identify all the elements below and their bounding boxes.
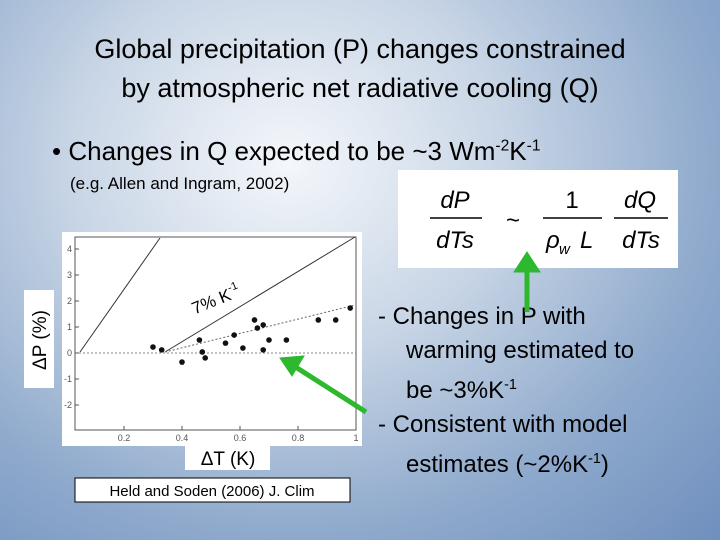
x-tick-label: 1 bbox=[353, 433, 358, 443]
formula: dP dTs ~ 1 ρ w L dQ dTs bbox=[430, 187, 668, 258]
text-run: estimates (~2%K bbox=[406, 451, 589, 478]
reference-line bbox=[164, 236, 356, 353]
y-tick-label: 3 bbox=[67, 270, 72, 280]
formula-text: ~ bbox=[506, 207, 520, 234]
formula-text: 1 bbox=[565, 187, 578, 214]
ylabel-box bbox=[24, 290, 54, 388]
plot-image bbox=[62, 232, 362, 446]
formula-text: w bbox=[559, 241, 571, 258]
superscript: -1 bbox=[504, 377, 517, 393]
point bbox=[315, 317, 322, 323]
superscript: -1 bbox=[588, 451, 601, 467]
point bbox=[251, 317, 258, 323]
source-box bbox=[74, 477, 351, 503]
reference-line bbox=[79, 237, 161, 353]
text-run: • Changes in Q expected to be ~3 Wm bbox=[52, 136, 496, 166]
citation: (e.g. Allen and Ingram, 2002) bbox=[70, 174, 290, 193]
point bbox=[150, 344, 156, 350]
arrow-head bbox=[279, 355, 305, 377]
point bbox=[202, 355, 208, 361]
xlabel-box bbox=[185, 446, 270, 470]
point bbox=[199, 349, 206, 355]
y-tick-label: -1 bbox=[64, 374, 72, 384]
formula-text: ρ bbox=[545, 227, 560, 254]
formula-text: dP bbox=[440, 187, 469, 214]
point bbox=[222, 340, 229, 346]
text-run: warming estimated to bbox=[406, 337, 635, 364]
arrow bbox=[292, 363, 368, 415]
note-line: be ~3%K-1 bbox=[378, 368, 634, 408]
point bbox=[158, 347, 165, 353]
point bbox=[260, 347, 267, 353]
point bbox=[332, 317, 339, 323]
x-tick-label: 0.2 bbox=[118, 433, 131, 443]
formula-text: dTs bbox=[622, 227, 660, 254]
bullet: • Changes in Q expected to be ~3 Wm-2K-1 bbox=[52, 136, 541, 167]
plot-frame bbox=[74, 236, 357, 431]
annotation-sup: -1 bbox=[226, 280, 240, 295]
note-line: - Changes in P with bbox=[378, 300, 634, 334]
point bbox=[231, 332, 237, 338]
arrows bbox=[279, 251, 541, 415]
point bbox=[196, 337, 203, 343]
formula-text: dTs bbox=[436, 227, 474, 254]
x-axis-label: ΔT (K) bbox=[201, 449, 256, 470]
text-run: K bbox=[509, 136, 527, 166]
notes: - Changes in P with warming estimated to b… bbox=[378, 300, 634, 482]
x-tick-label: 0.6 bbox=[234, 433, 247, 443]
title-line: by atmospheric net radiative cooling (Q) bbox=[121, 73, 599, 103]
y-tick-label: 4 bbox=[67, 244, 72, 254]
x-tick-label: 0.4 bbox=[176, 433, 189, 443]
point bbox=[179, 359, 185, 365]
y-tick-label: -2 bbox=[64, 400, 72, 410]
point bbox=[240, 345, 246, 351]
text-run: - Changes in P with bbox=[378, 303, 586, 330]
slide-title: Global precipitation (P) changes constra… bbox=[0, 30, 720, 108]
arrow-head bbox=[513, 251, 541, 273]
y-tick-label: 2 bbox=[67, 296, 72, 306]
y-tick-label: 1 bbox=[67, 322, 72, 332]
point bbox=[254, 325, 261, 331]
text-run: be ~3%K bbox=[406, 377, 505, 404]
note-line: warming estimated to bbox=[378, 334, 634, 368]
formula-text: L bbox=[580, 227, 593, 254]
superscript: -2 bbox=[495, 137, 510, 155]
point bbox=[260, 322, 267, 328]
formula-text: dQ bbox=[624, 187, 656, 214]
x-tick-label: 0.8 bbox=[292, 433, 305, 443]
y-tick-label: 0 bbox=[67, 348, 72, 358]
point bbox=[283, 337, 290, 343]
superscript: -1 bbox=[526, 137, 541, 155]
formula-box bbox=[398, 170, 678, 268]
note-line: estimates (~2%K-1) bbox=[378, 442, 634, 482]
note-line: - Consistent with model bbox=[378, 408, 634, 442]
text-run: ) bbox=[600, 451, 609, 478]
y-axis-label: ΔP (%) bbox=[30, 310, 51, 370]
text-run: - Consistent with model bbox=[378, 411, 628, 438]
point bbox=[347, 305, 354, 311]
point bbox=[266, 337, 272, 343]
source: Held and Soden (2006) J. Clim bbox=[109, 483, 314, 500]
title-line: Global precipitation (P) changes constra… bbox=[94, 34, 626, 64]
